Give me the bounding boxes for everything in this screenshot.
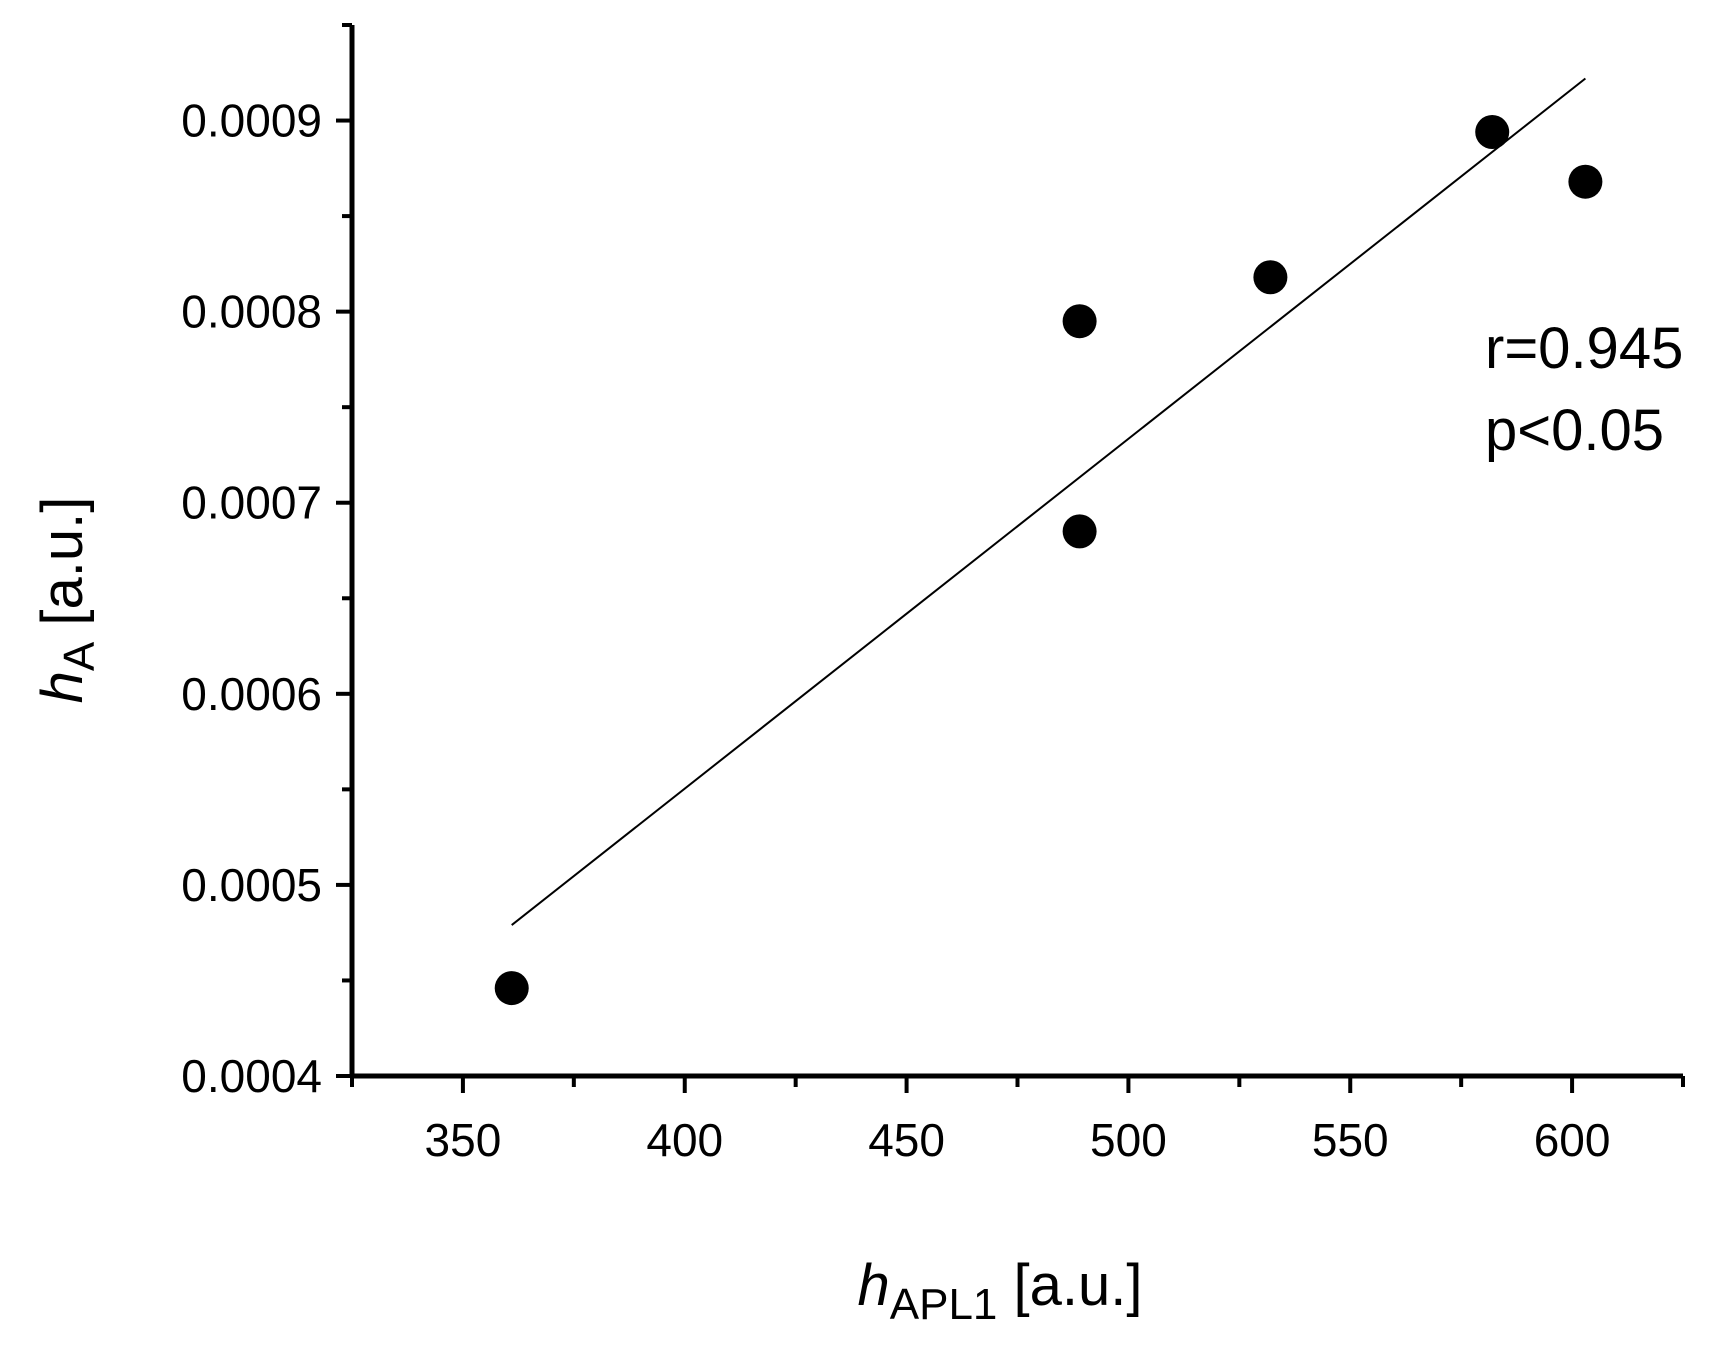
x-tick-label: 450 xyxy=(868,1114,945,1166)
x-tick-label: 550 xyxy=(1312,1114,1389,1166)
y-axis-title: hA [a.u.] xyxy=(30,497,104,704)
p-value: p<0.05 xyxy=(1485,398,1664,463)
data-point xyxy=(1568,164,1603,199)
axes-layer: 0.0004 0.0005 0.0006 0.0007 0.0008 0.0009 350 4… xyxy=(181,23,1685,1166)
y-tick-label: 0.0005 xyxy=(181,859,322,911)
correlation-annotation: r=0.945 p<0.05 xyxy=(1485,316,1699,463)
data-point xyxy=(1475,115,1510,150)
x-axis-title: hAPL1 [a.u.] xyxy=(858,1253,1143,1329)
data-point xyxy=(1062,304,1097,339)
points-layer xyxy=(494,115,1603,1006)
y-tick-label: 0.0006 xyxy=(181,668,322,720)
y-tick-label: 0.0008 xyxy=(181,286,322,338)
fit-line xyxy=(511,77,1587,926)
y-tick-label: 0.0009 xyxy=(181,95,322,147)
r-value: r=0.945 xyxy=(1485,316,1683,381)
data-point xyxy=(1062,514,1097,549)
data-point xyxy=(494,971,529,1006)
data-point xyxy=(1253,260,1288,295)
x-tick-label: 600 xyxy=(1534,1114,1611,1166)
x-tick-label: 350 xyxy=(425,1114,502,1166)
x-tick-label: 500 xyxy=(1090,1114,1167,1166)
y-tick-label: 0.0004 xyxy=(181,1050,322,1102)
y-tick-label: 0.0007 xyxy=(181,477,322,529)
x-tick-label: 400 xyxy=(646,1114,723,1166)
fit-layer xyxy=(511,77,1587,926)
